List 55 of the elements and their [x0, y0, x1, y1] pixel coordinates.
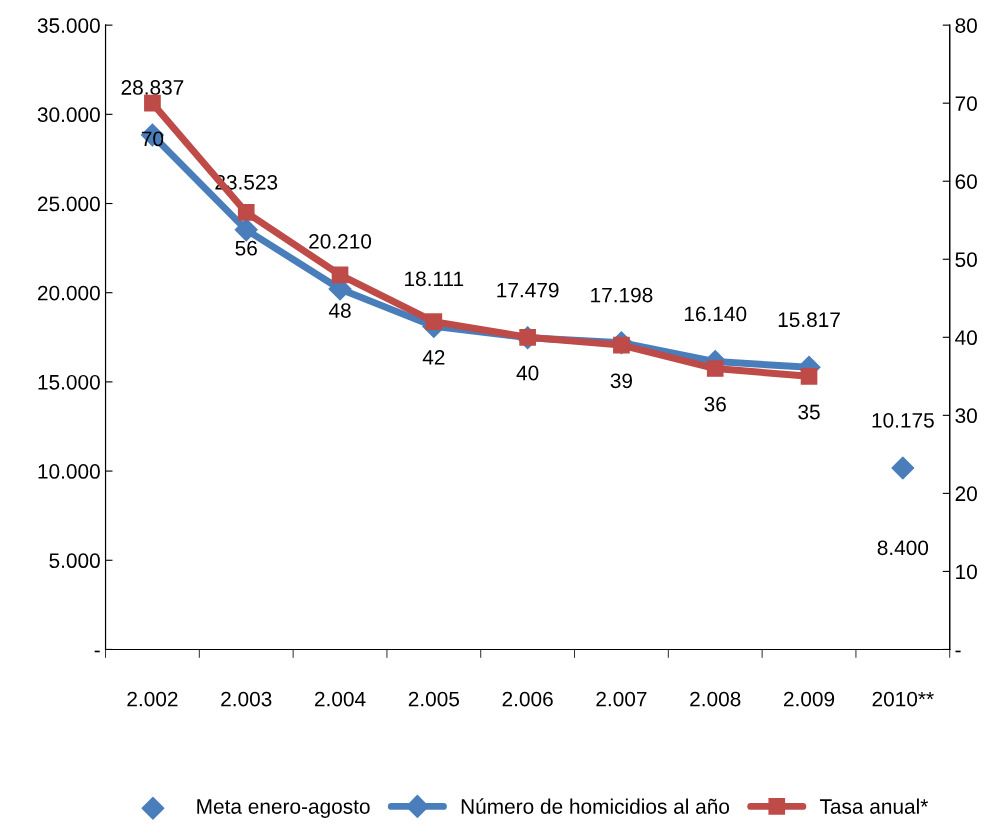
- point: [706, 360, 724, 377]
- data-label: 36: [704, 396, 726, 412]
- data-label: 48: [328, 303, 351, 318]
- y-tick-label: 15.000: [38, 374, 100, 390]
- data-label: 10.175: [872, 412, 934, 428]
- x-tick-label: 2.005: [408, 691, 460, 707]
- point: [800, 367, 818, 385]
- data-label: 17.198: [591, 287, 653, 303]
- point: [331, 266, 349, 284]
- annotation: 8.400: [877, 540, 929, 556]
- point: [234, 218, 258, 242]
- y2-tick-label: 40: [955, 330, 977, 346]
- y2-tick-label: 20: [955, 486, 977, 502]
- y-tick-label: 10.000: [38, 464, 100, 479]
- y-tick-label: 5.000: [49, 553, 100, 569]
- point: [613, 336, 630, 354]
- legend-label: Meta enero-agosto: [197, 799, 370, 818]
- x-tick-label: 2.006: [502, 691, 553, 707]
- y2-tick-label: 70: [955, 96, 977, 111]
- data-label: 17.479: [497, 282, 559, 298]
- x-tick-label: 2.008: [690, 691, 741, 707]
- data-label: 42: [422, 350, 445, 365]
- y-tick-label: 35.000: [37, 18, 100, 33]
- data-label: 15.817: [778, 312, 840, 328]
- data-label: 35: [798, 404, 820, 420]
- x-tick-label: 2.002: [127, 691, 178, 707]
- x-tick-label: 2.004: [315, 691, 366, 707]
- data-label: 70: [141, 131, 164, 147]
- y-tick-label: 30.000: [37, 107, 100, 123]
- legend-label: Número de homicidios al año: [461, 798, 730, 814]
- point: [425, 313, 443, 331]
- y2-tick-label: 30: [955, 408, 977, 424]
- y2-tick-label: 10: [956, 564, 977, 580]
- data-label: 39: [610, 373, 633, 389]
- data-label: 28.837: [121, 80, 184, 95]
- y2-tick-label: 50: [955, 252, 977, 268]
- data-label: 18.111: [405, 271, 464, 287]
- y-tick-label: 25.000: [38, 196, 100, 212]
- data-label: 16.140: [684, 306, 747, 322]
- data-label: 56: [235, 240, 257, 256]
- x-tick-label: 2.007: [596, 691, 647, 707]
- data-label: 20.210: [309, 233, 372, 249]
- y2-tick-label: 60: [955, 174, 977, 189]
- y-tick-label: -: [94, 650, 100, 653]
- data-label: 40: [516, 365, 539, 381]
- point: [891, 456, 915, 480]
- point: [237, 204, 255, 221]
- legend-label: Tasa anual*: [819, 798, 929, 814]
- point: [144, 94, 161, 112]
- x-tick-label: 2.009: [784, 691, 835, 707]
- x-tick-label: 2010**: [872, 691, 934, 707]
- x-tick-label: 2.003: [221, 691, 272, 707]
- y2-tick-label: 80: [955, 18, 977, 33]
- y-tick-label: 20.000: [38, 285, 100, 301]
- y2-tick-label: -: [955, 650, 961, 653]
